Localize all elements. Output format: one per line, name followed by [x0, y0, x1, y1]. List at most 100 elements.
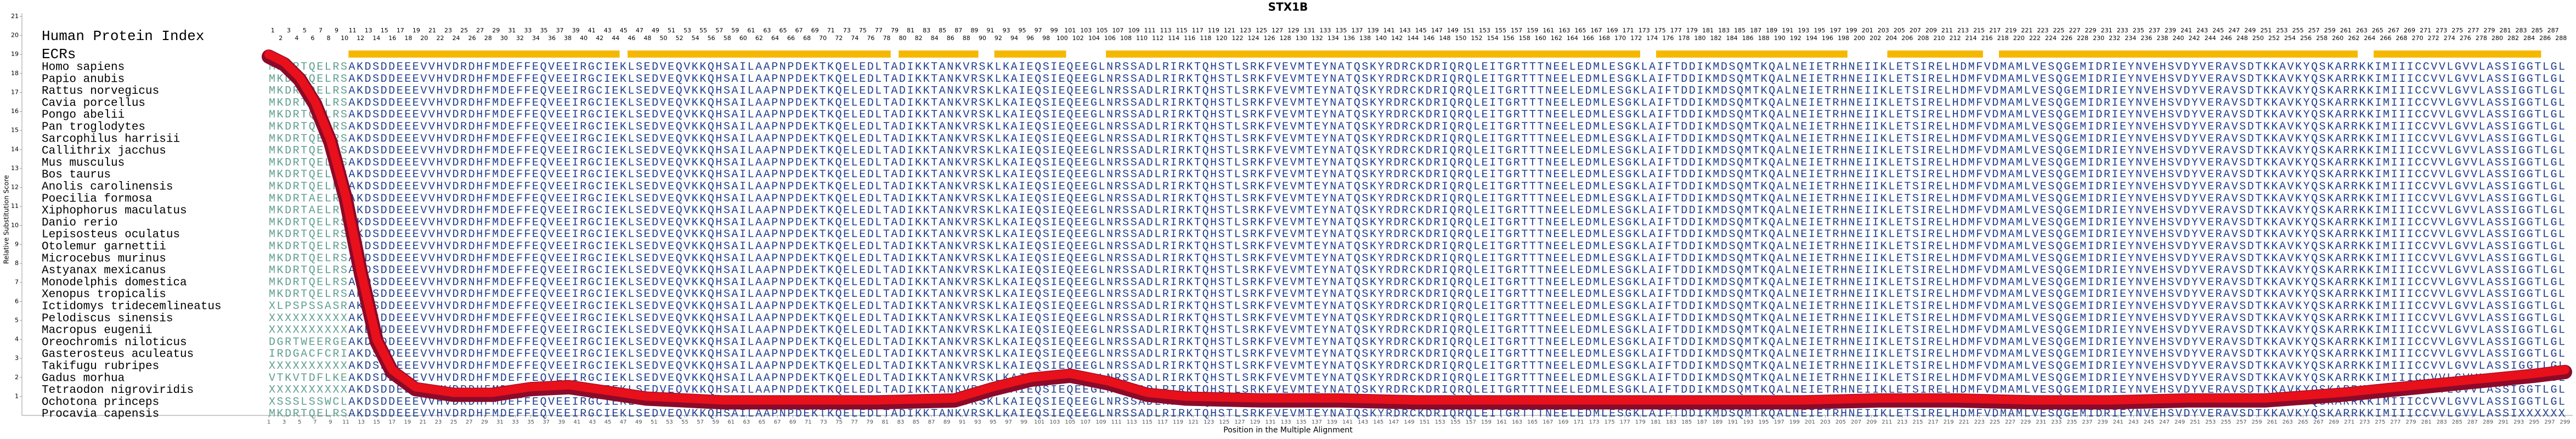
- protein-index: 278: [2476, 35, 2487, 42]
- protein-index: 102: [1072, 35, 1084, 42]
- x-tick-label: 137: [1312, 419, 1322, 425]
- protein-index: 97: [1035, 27, 1042, 34]
- species-name: Pan troglodytes: [42, 121, 145, 134]
- protein-index: 84: [931, 35, 939, 42]
- species-name: Xenopus tropicalis: [42, 289, 166, 301]
- protein-index: 200: [1854, 35, 1865, 42]
- x-tick-label: 191: [1727, 419, 1738, 425]
- protein-index: 216: [1981, 35, 1993, 42]
- x-tick-label: 11: [342, 419, 349, 425]
- protein-index: 129: [1287, 27, 1299, 34]
- protein-index: 54: [692, 35, 699, 42]
- protein-index: 271: [2420, 27, 2431, 34]
- protein-index: 230: [2093, 35, 2104, 42]
- protein-index: 94: [1010, 35, 1018, 42]
- protein-index: 210: [1934, 35, 1945, 42]
- protein-index: 173: [1639, 27, 1650, 34]
- x-tick-label: 277: [2390, 419, 2400, 425]
- protein-index: 71: [827, 27, 835, 34]
- protein-index: 133: [1319, 27, 1331, 34]
- x-tick-label: 229: [2020, 419, 2031, 425]
- x-tick-label: 5: [298, 419, 301, 425]
- protein-index: 34: [532, 35, 540, 42]
- protein-index: 232: [2109, 35, 2120, 42]
- protein-index: 267: [2388, 27, 2399, 34]
- protein-index: 243: [2196, 27, 2208, 34]
- protein-index: 190: [1774, 35, 1786, 42]
- protein-index: 55: [699, 27, 707, 34]
- x-tick-label: 217: [1928, 419, 1939, 425]
- protein-index: 283: [2516, 27, 2527, 34]
- protein-index: 176: [1662, 35, 1674, 42]
- species-name: Poecilia formosa: [42, 193, 152, 205]
- x-tick-label: 225: [1990, 419, 2000, 425]
- y-tick-label: 15: [11, 127, 19, 134]
- x-tick-label: 153: [1435, 419, 1445, 425]
- x-tick-label: 227: [2005, 419, 2015, 425]
- protein-index: 1: [271, 27, 275, 34]
- protein-index: 226: [2061, 35, 2072, 42]
- protein-index: 213: [1957, 27, 1969, 34]
- protein-index: 136: [1343, 35, 1355, 42]
- x-tick-label: 155: [1450, 419, 1461, 425]
- protein-index: 259: [2324, 27, 2336, 34]
- x-tick-label: 203: [1820, 419, 1831, 425]
- protein-index: 227: [2069, 27, 2081, 34]
- protein-index: 150: [1455, 35, 1466, 42]
- protein-index: 174: [1646, 35, 1658, 42]
- ecr-bar: [899, 50, 979, 58]
- protein-index: 98: [1042, 35, 1050, 42]
- protein-index: 286: [2539, 35, 2551, 42]
- protein-index: 212: [1950, 35, 1961, 42]
- x-tick-label: 101: [1034, 419, 1044, 425]
- x-tick-label: 199: [1789, 419, 1800, 425]
- x-tick-label: 133: [1281, 419, 1291, 425]
- x-tick-label: 91: [959, 419, 966, 425]
- x-tick-label: 29: [481, 419, 488, 425]
- protein-index: 126: [1264, 35, 1275, 42]
- protein-index: 135: [1335, 27, 1347, 34]
- protein-index: 152: [1471, 35, 1483, 42]
- protein-index: 78: [883, 35, 890, 42]
- x-tick-label: 165: [1527, 419, 1538, 425]
- protein-index: 52: [676, 35, 683, 42]
- protein-index: 29: [492, 27, 500, 34]
- protein-index: 109: [1128, 27, 1140, 34]
- x-tick-label: 73: [820, 419, 827, 425]
- species-name: Microcebus murinus: [42, 252, 166, 265]
- protein-index: 67: [795, 27, 803, 34]
- protein-index: 142: [1391, 35, 1403, 42]
- x-axis-label: Position in the Multiple Alignment: [1223, 426, 1353, 435]
- x-tick-label: 87: [928, 419, 935, 425]
- protein-index: 132: [1312, 35, 1323, 42]
- x-tick-label: 93: [974, 419, 981, 425]
- protein-index: 168: [1598, 35, 1610, 42]
- protein-index: 31: [508, 27, 516, 34]
- protein-index: 13: [365, 27, 372, 34]
- y-tick-label: 16: [11, 108, 19, 115]
- x-tick-label: 259: [2252, 419, 2262, 425]
- species-name: Cavia porcellus: [42, 97, 145, 110]
- protein-index: 42: [596, 35, 603, 42]
- protein-index: 107: [1112, 27, 1123, 34]
- protein-index: 130: [1296, 35, 1307, 42]
- protein-index: 41: [588, 27, 596, 34]
- protein-index: 118: [1200, 35, 1211, 42]
- protein-index: 261: [2340, 27, 2352, 34]
- protein-index: 235: [2133, 27, 2144, 34]
- x-tick-label: 27: [466, 419, 473, 425]
- x-tick-label: 69: [789, 419, 796, 425]
- protein-index: 239: [2165, 27, 2176, 34]
- x-tick-label: 177: [1620, 419, 1630, 425]
- protein-index: 116: [1184, 35, 1195, 42]
- protein-index: 164: [1567, 35, 1578, 42]
- protein-index: 175: [1654, 27, 1666, 34]
- protein-index: 169: [1607, 27, 1618, 34]
- x-tick-label: 219: [1944, 419, 1954, 425]
- protein-index: 38: [564, 35, 572, 42]
- protein-index: 242: [2189, 35, 2200, 42]
- protein-index: 134: [1327, 35, 1339, 42]
- protein-index: 247: [2228, 27, 2240, 34]
- protein-index: 28: [484, 35, 492, 42]
- x-tick-label: 1: [267, 419, 270, 425]
